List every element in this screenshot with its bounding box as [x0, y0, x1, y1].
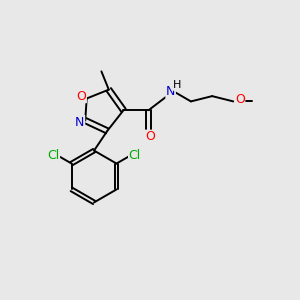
Text: N: N — [75, 116, 85, 128]
Text: O: O — [145, 130, 155, 143]
Text: H: H — [173, 80, 181, 90]
Text: O: O — [235, 93, 245, 106]
Text: Cl: Cl — [129, 149, 141, 162]
Text: Cl: Cl — [47, 149, 59, 162]
Text: N: N — [166, 85, 175, 98]
Text: O: O — [76, 90, 86, 103]
